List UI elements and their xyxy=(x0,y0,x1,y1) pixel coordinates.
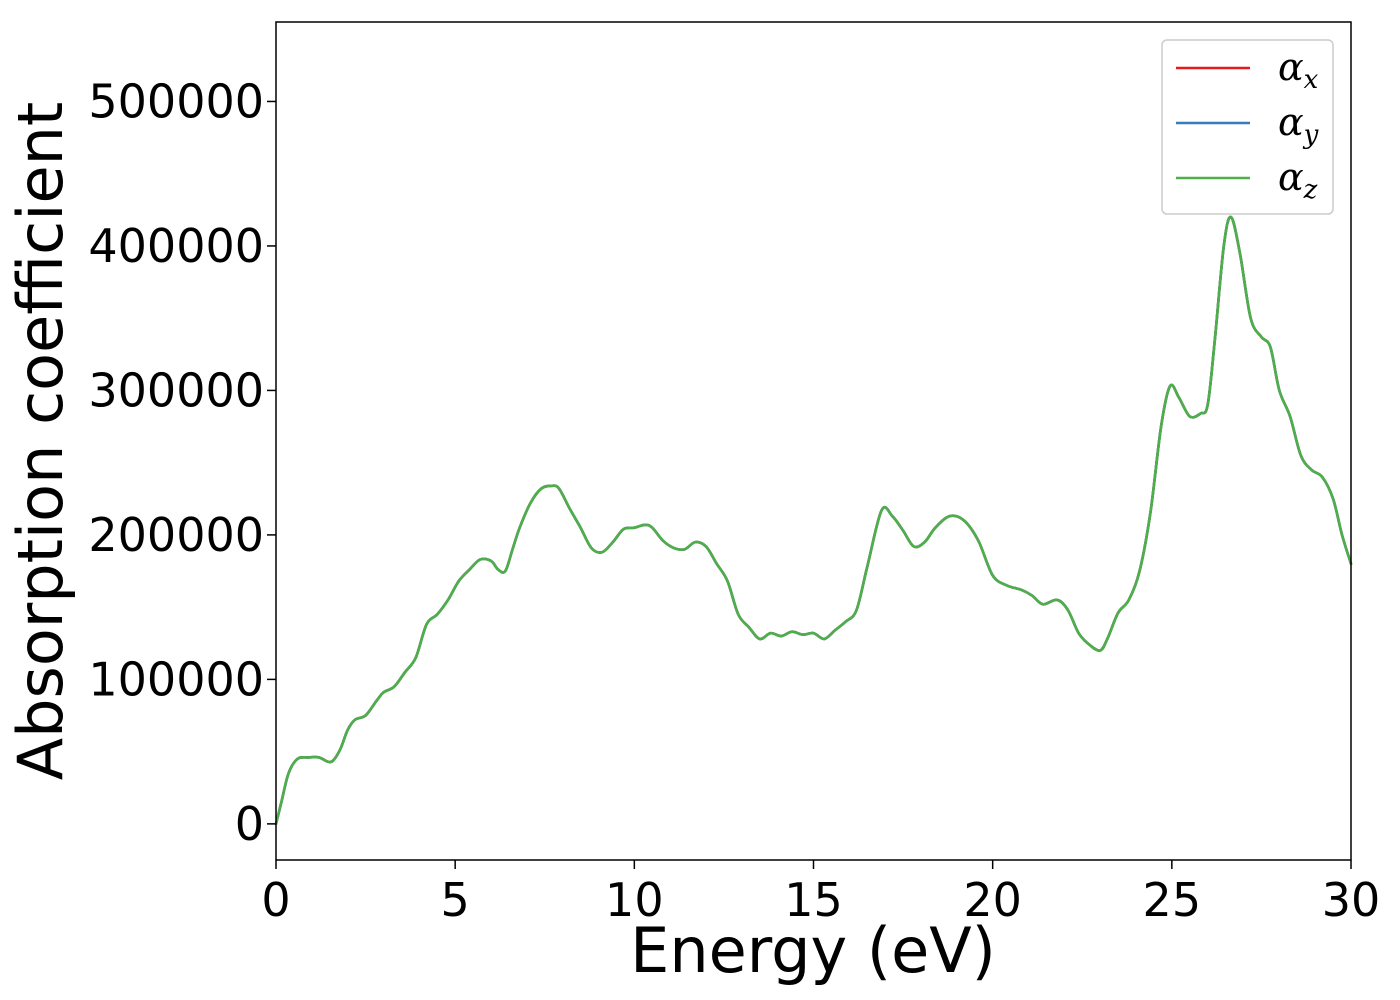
series-layer xyxy=(274,215,1353,826)
y-tick-label: 0 xyxy=(235,797,264,851)
y-tick-label: 100000 xyxy=(88,652,264,706)
ticks-layer: 0 5 10 15 20 25 30 0 100000 200000 300000 400000 500… xyxy=(88,74,1380,927)
x-tick-label: 10 xyxy=(605,873,664,927)
legend-label-z: αz xyxy=(1278,155,1318,205)
x-tick-label: 0 xyxy=(261,873,290,927)
x-tick-label: 25 xyxy=(1143,873,1202,927)
series-line-z xyxy=(274,215,1353,826)
y-axis-label: Absorption coefficient xyxy=(4,102,77,781)
x-tick-label: 30 xyxy=(1322,873,1381,927)
y-tick-label: 400000 xyxy=(88,219,264,273)
y-tick-label: 300000 xyxy=(88,363,264,417)
legend-label-x: αx xyxy=(1278,45,1319,95)
x-tick-label: 5 xyxy=(441,873,470,927)
x-tick-label: 20 xyxy=(963,873,1022,927)
y-tick-label: 500000 xyxy=(88,74,264,128)
x-tick-label: 15 xyxy=(784,873,843,927)
y-tick-label: 200000 xyxy=(88,508,264,562)
x-axis-label: Energy (eV) xyxy=(630,914,996,987)
legend-box xyxy=(1161,39,1334,215)
legend-label-y: αy xyxy=(1278,100,1319,150)
